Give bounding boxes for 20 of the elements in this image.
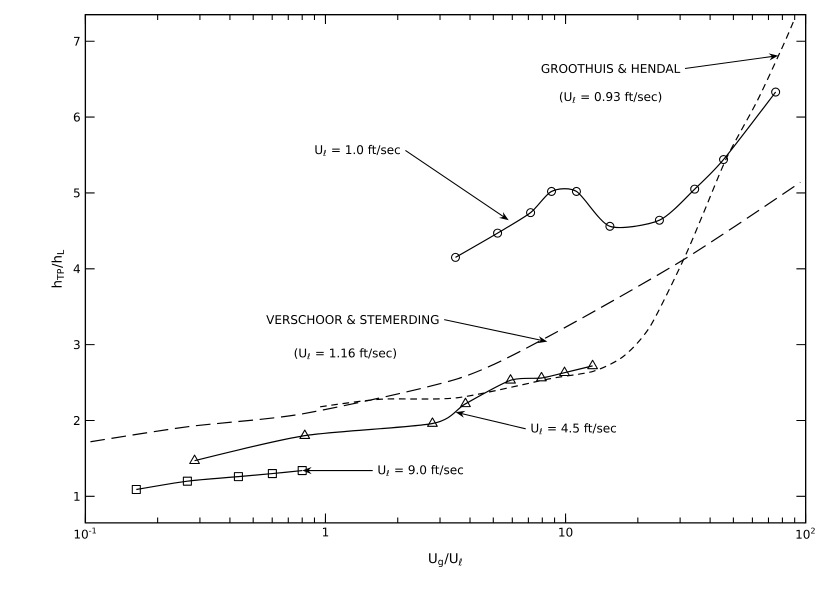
y-tick-label: 4: [74, 264, 80, 274]
x-axis-title: U$_{g}$/U$_{ℓ}$: [429, 553, 462, 567]
y-tick-label: 7: [74, 36, 80, 46]
x-tick-label: 10$^{2}$: [796, 528, 815, 539]
y-tick-label: 3: [74, 340, 80, 350]
annotation: U$_{ℓ}$ = 9.0 ft/sec: [378, 465, 464, 476]
annotation: U$_{ℓ}$ = 1.0 ft/sec: [315, 144, 400, 156]
y-tick-label: 2: [74, 416, 80, 425]
annotation: VERSCHOOR & STEMERDING: [266, 315, 438, 324]
y-tick-label: 6: [74, 112, 80, 122]
x-tick-label: 10$^{-1}$: [74, 528, 96, 539]
annotation: (U$_{ℓ}$ = 0.93 ft/sec): [560, 92, 662, 103]
y-tick-label: 5: [74, 188, 80, 198]
y-axis-title: h$_{TP}$/h$_{L}$: [52, 250, 64, 288]
x-tick-label: 10: [559, 528, 572, 537]
annotation: U$_{ℓ}$ = 4.5 ft/sec: [531, 423, 616, 434]
annotation: GROOTHUIS & HENDAL: [542, 64, 680, 74]
x-tick-label: 1: [322, 528, 328, 536]
y-tick-label: 1: [74, 492, 80, 501]
annotation: (U$_{ℓ}$ = 1.16 ft/sec): [294, 348, 396, 360]
